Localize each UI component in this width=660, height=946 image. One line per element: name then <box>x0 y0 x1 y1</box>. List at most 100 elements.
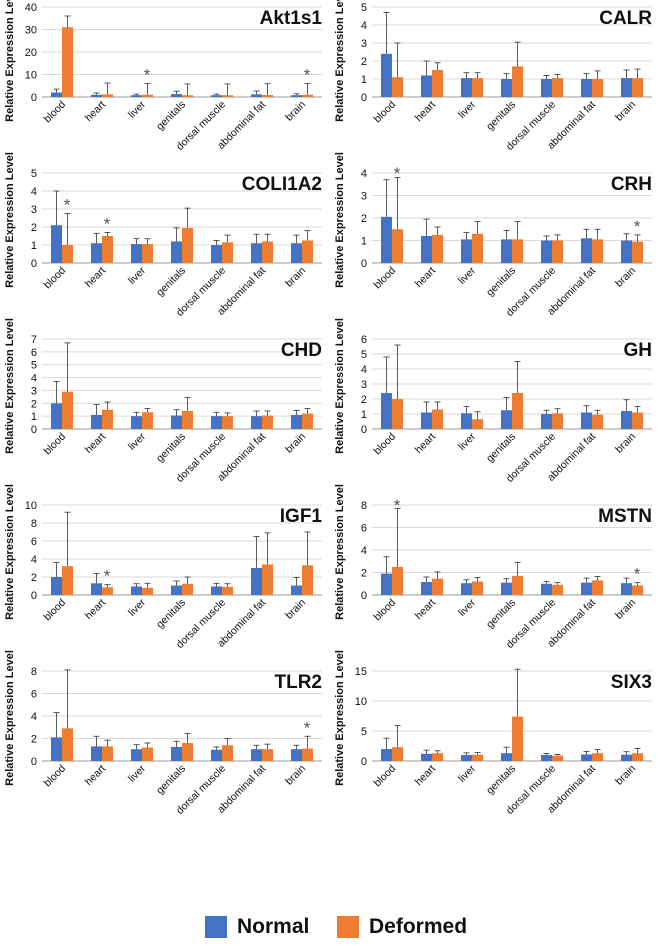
category-label: blood <box>371 763 398 790</box>
y-tick-label: 8 <box>361 500 367 512</box>
bar-normal-heart <box>421 75 432 97</box>
y-tick-label: 5 <box>31 360 37 372</box>
category-label: heart <box>83 99 108 124</box>
significance-marker: * <box>634 565 641 584</box>
chart-title: CALR <box>599 8 652 29</box>
y-tick-label: 10 <box>25 500 37 512</box>
y-tick-label: 2 <box>361 568 367 580</box>
bar-normal-abdominal-fat <box>581 412 592 429</box>
bar-normal-liver <box>461 755 472 761</box>
category-label: heart <box>413 763 438 788</box>
bar-normal-brain <box>291 243 302 263</box>
bar-normal-brain <box>621 583 632 595</box>
bar-normal-blood <box>51 577 62 595</box>
bar-deformed-genitals <box>512 239 523 263</box>
y-tick-label: 3 <box>361 191 367 203</box>
bar-deformed-brain <box>632 241 643 263</box>
category-label: blood <box>41 431 68 458</box>
category-label: heart <box>413 431 438 456</box>
y-tick-label: 0 <box>361 258 367 270</box>
bar-deformed-brain <box>302 748 313 761</box>
bar-deformed-liver <box>472 233 483 263</box>
category-label: blood <box>371 99 398 126</box>
chart-mstn: 0 2 4 6 8 Relative Expression Level MSTN blood *… <box>334 484 652 651</box>
bar-normal-liver <box>131 244 142 263</box>
legend-item-normal: Normal <box>205 912 309 942</box>
y-axis-label: Relative Expression Level <box>334 152 346 288</box>
bar-normal-brain <box>291 749 302 761</box>
bar-deformed-blood <box>62 27 73 97</box>
legend-label-deformed: Deformed <box>369 915 468 938</box>
category-label: brain <box>283 431 308 456</box>
bar-deformed-liver <box>472 78 483 97</box>
y-tick-label: 8 <box>31 666 37 678</box>
category-label: brain <box>613 265 638 290</box>
legend-swatch-normal <box>205 916 227 938</box>
bar-deformed-liver <box>472 754 483 761</box>
bar-deformed-heart <box>432 70 443 97</box>
category-label: liver <box>126 264 148 286</box>
category-label: blood <box>41 99 68 126</box>
y-tick-label: 0 <box>31 92 37 104</box>
significance-marker: * <box>304 66 311 85</box>
category-label: liver <box>456 98 478 120</box>
y-tick-label: 0 <box>361 590 367 602</box>
bar-deformed-liver <box>142 412 153 429</box>
y-tick-label: 5 <box>361 2 367 14</box>
category-label: blood <box>41 265 68 292</box>
chart-coli1a2: 0 1 2 3 4 5 Relative Expression Level COLI1A2 bl… <box>4 152 322 319</box>
bar-normal-blood <box>51 737 62 761</box>
y-tick-label: 2 <box>361 213 367 225</box>
significance-marker: * <box>64 196 71 215</box>
category-label: heart <box>83 431 108 456</box>
bar-deformed-abdominal-fat <box>592 753 603 761</box>
bar-deformed-genitals <box>182 227 193 263</box>
y-tick-label: 4 <box>31 554 37 566</box>
category-label: genitals <box>484 265 518 299</box>
y-axis-label: Relative Expression Level <box>4 318 16 454</box>
significance-marker: * <box>304 718 311 737</box>
bar-normal-abdominal-fat <box>581 582 592 595</box>
bar-normal-blood <box>381 573 392 595</box>
bar-deformed-abdominal-fat <box>262 415 273 429</box>
bar-deformed-brain <box>632 585 643 595</box>
significance-marker: * <box>394 164 401 183</box>
category-label: heart <box>83 265 108 290</box>
y-axis-label: Relative Expression Level <box>4 152 16 288</box>
bar-normal-liver <box>461 78 472 97</box>
bar-deformed-abdominal-fat <box>592 414 603 429</box>
bar-normal-heart <box>91 583 102 595</box>
chart-title: IGF1 <box>280 506 323 527</box>
category-label: liver <box>456 430 478 452</box>
bar-deformed-genitals <box>512 393 523 429</box>
category-label: brain <box>283 763 308 788</box>
bar-normal-dorsal-muscle <box>541 583 552 595</box>
bar-normal-liver <box>131 95 142 97</box>
y-tick-label: 30 <box>25 25 37 37</box>
bar-normal-abdominal-fat <box>581 238 592 263</box>
bar-normal-heart <box>421 753 432 761</box>
bar-deformed-liver <box>142 587 153 595</box>
bar-deformed-heart <box>432 409 443 429</box>
y-tick-label: 10 <box>355 696 367 708</box>
chart-title: COLI1A2 <box>242 174 322 195</box>
category-label: liver <box>126 762 148 784</box>
category-label: heart <box>413 99 438 124</box>
bar-normal-genitals <box>501 582 512 595</box>
bar-deformed-liver <box>142 244 153 263</box>
chart-gh: 0 1 2 3 4 5 6 Relative Expression Level GH blood h… <box>334 318 652 485</box>
y-tick-label: 2 <box>31 398 37 410</box>
bar-deformed-abdominal-fat <box>262 749 273 761</box>
y-tick-label: 0 <box>361 424 367 436</box>
category-label: blood <box>41 763 68 790</box>
bar-deformed-heart <box>102 409 113 429</box>
chart-igf1: 0 2 4 6 8 10 Relative Expression Level IGF1 bloo… <box>4 484 322 651</box>
category-label: heart <box>83 597 108 622</box>
bar-deformed-blood <box>62 566 73 595</box>
category-label: liver <box>126 596 148 618</box>
y-axis-label: Relative Expression Level <box>334 318 346 454</box>
bar-normal-blood <box>381 749 392 761</box>
y-tick-label: 0 <box>31 258 37 270</box>
y-tick-label: 7 <box>31 334 37 346</box>
bar-deformed-abdominal-fat <box>592 79 603 97</box>
